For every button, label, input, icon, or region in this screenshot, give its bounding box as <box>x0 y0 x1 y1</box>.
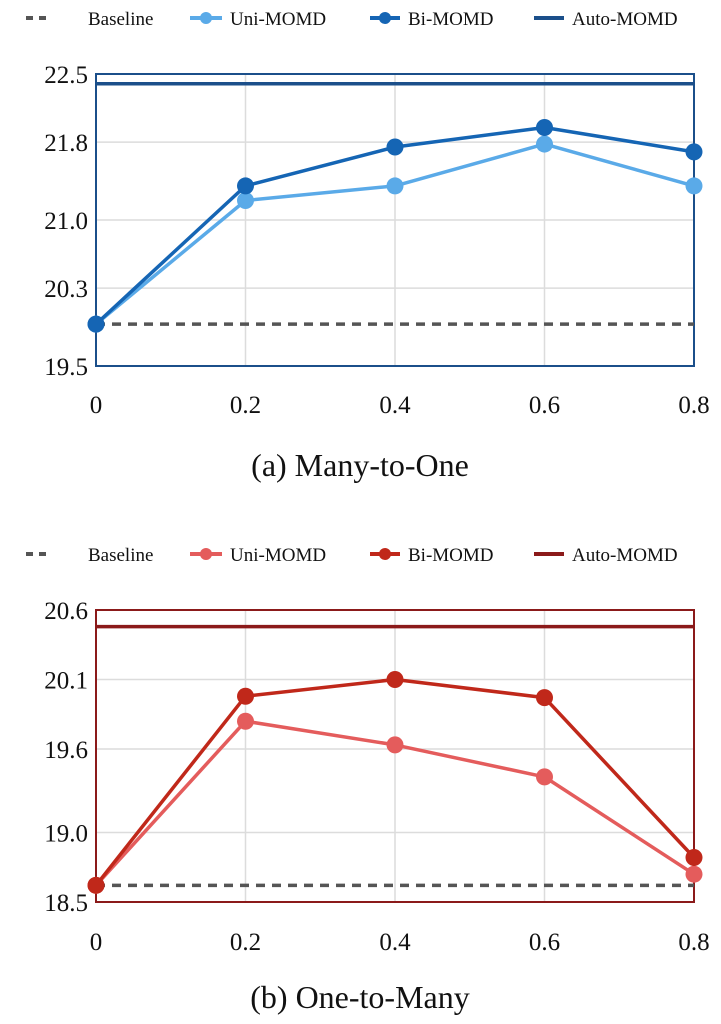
y-tick-label-a-0: 19.5 <box>44 354 88 381</box>
point-b-bi-momd-3 <box>536 689 553 707</box>
y-tick-label-a-4: 22.5 <box>44 62 88 89</box>
x-tick-label-b-4: 0.8 <box>678 929 709 956</box>
point-a-bi-momd-0 <box>87 315 105 333</box>
x-tick-label-a-3: 0.6 <box>529 392 560 419</box>
y-tick-label-a-1: 20.3 <box>44 276 88 303</box>
y-tick-label-a-2: 21.0 <box>44 208 88 235</box>
caption-b: (b) One-to-Many <box>250 979 469 1015</box>
legend-label-b-1: Uni-MOMD <box>230 545 326 566</box>
point-b-bi-momd-4 <box>685 849 703 867</box>
x-tick-label-a-0: 0 <box>90 392 103 419</box>
y-tick-label-a-3: 21.8 <box>44 130 88 157</box>
chart-a: Baseline Uni-MOMD Bi-MOMD Auto-MOMD 19.5 20.3… <box>26 9 710 483</box>
point-b-uni-momd-4 <box>685 865 703 883</box>
legend-label-a-3: Auto-MOMD <box>572 9 678 30</box>
point-b-uni-momd-2 <box>386 736 404 754</box>
point-b-bi-momd-0 <box>87 876 105 894</box>
x-tick-label-a-2: 0.4 <box>379 392 411 419</box>
legend-label-b-0: Baseline <box>88 545 153 566</box>
caption-a: (a) Many-to-One <box>251 447 469 483</box>
point-a-uni-momd-1 <box>237 192 254 210</box>
point-b-bi-momd-1 <box>237 687 254 705</box>
x-tick-label-a-1: 0.2 <box>230 392 261 419</box>
legend-marker-b-1 <box>200 548 212 560</box>
plot-frame-b <box>95 609 695 903</box>
point-a-uni-momd-2 <box>386 177 404 195</box>
x-tick-label-b-1: 0.2 <box>230 929 261 956</box>
legend-label-a-1: Uni-MOMD <box>230 9 326 30</box>
legend-marker-a-2 <box>379 12 391 24</box>
y-tick-label-b-1: 19.0 <box>44 820 88 847</box>
point-a-bi-momd-3 <box>536 119 553 137</box>
x-tick-label-b-0: 0 <box>90 929 103 956</box>
y-tick-label-b-3: 20.1 <box>44 668 88 695</box>
chart-b: Baseline Uni-MOMD Bi-MOMD Auto-MOMD 18.5 19.0… <box>26 545 710 1015</box>
point-b-uni-momd-1 <box>237 712 254 730</box>
legend-label-b-2: Bi-MOMD <box>408 545 494 566</box>
x-tick-label-a-4: 0.8 <box>678 392 709 419</box>
point-a-bi-momd-1 <box>237 177 254 195</box>
point-a-uni-momd-3 <box>536 135 553 153</box>
legend-label-b-3: Auto-MOMD <box>572 545 678 566</box>
x-tick-label-b-3: 0.6 <box>529 929 560 956</box>
point-a-bi-momd-4 <box>685 143 703 161</box>
plot-frame-a <box>95 73 695 367</box>
point-a-bi-momd-2 <box>386 138 404 156</box>
point-b-uni-momd-3 <box>536 768 553 786</box>
y-tick-label-b-2: 19.6 <box>44 737 88 764</box>
legend-label-a-0: Baseline <box>88 9 153 30</box>
legend-marker-b-2 <box>379 548 391 560</box>
y-tick-label-b-4: 20.6 <box>44 598 88 625</box>
point-a-uni-momd-4 <box>685 177 703 195</box>
point-b-bi-momd-2 <box>386 671 404 689</box>
legend-marker-a-1 <box>200 12 212 24</box>
y-tick-label-b-0: 18.5 <box>44 890 88 917</box>
legend-label-a-2: Bi-MOMD <box>408 9 494 30</box>
x-tick-label-b-2: 0.4 <box>379 929 411 956</box>
